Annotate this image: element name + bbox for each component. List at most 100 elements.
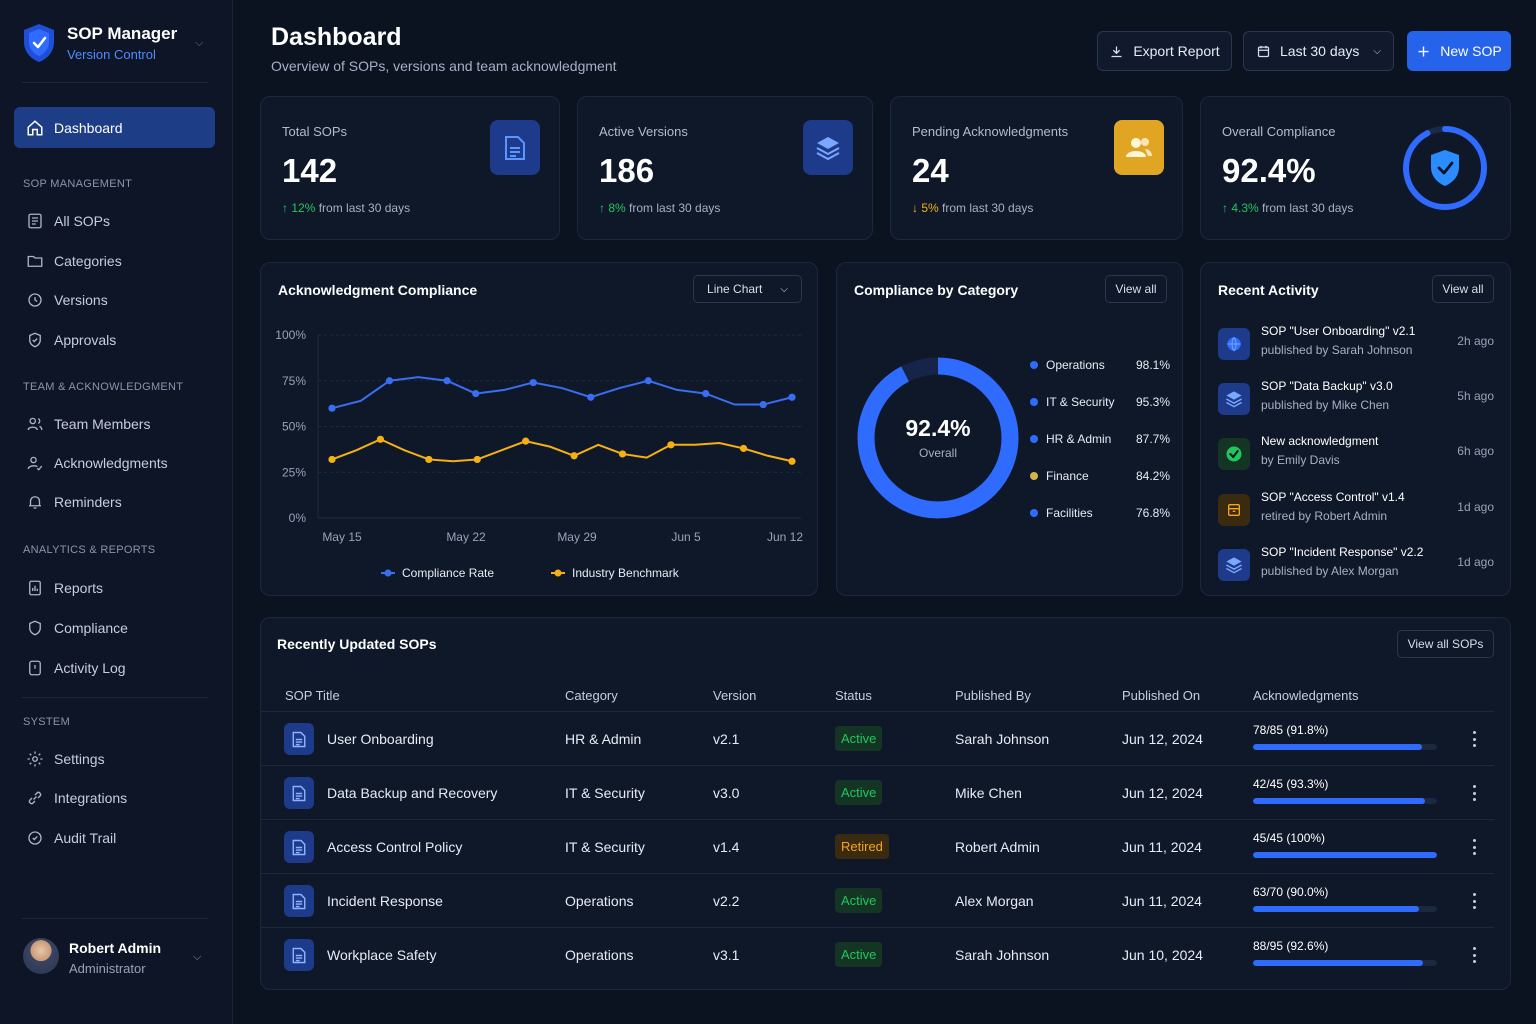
- data-point: [702, 389, 710, 398]
- chart-type-select[interactable]: Line Chart ⌵: [693, 275, 802, 303]
- category-view-all-button[interactable]: View all: [1105, 275, 1167, 303]
- panel-title: Acknowledgment Compliance: [278, 282, 478, 298]
- column-header[interactable]: Acknowledgments: [1253, 688, 1359, 703]
- sop-version: v1.4: [713, 839, 740, 855]
- nav-label: Approvals: [54, 331, 117, 348]
- column-header[interactable]: Category: [565, 688, 618, 703]
- more-options-icon[interactable]: [1466, 836, 1482, 858]
- activity-item[interactable]: SOP "Incident Response" v2.2 published b…: [1218, 545, 1494, 585]
- chevron-down-icon[interactable]: ⌵: [193, 951, 202, 963]
- panel-title: Recently Updated SOPs: [277, 636, 437, 652]
- more-options-icon[interactable]: [1466, 890, 1482, 912]
- export-label: Export Report: [1133, 43, 1220, 59]
- folder-icon: [27, 255, 43, 267]
- nav-categories[interactable]: Categories: [14, 240, 215, 281]
- more-options-icon[interactable]: [1466, 728, 1482, 750]
- nav-label: Settings: [54, 750, 105, 767]
- nav-compliance[interactable]: Compliance: [14, 607, 215, 648]
- nav-label: Team Members: [54, 415, 151, 432]
- nav-settings[interactable]: Settings: [14, 738, 215, 779]
- stat-card-overall-compliance: Overall Compliance 92.4% ↑ 4.3% from las…: [1200, 96, 1511, 240]
- activity-item[interactable]: SOP "Access Control" v1.4 retired by Rob…: [1218, 490, 1494, 530]
- donut-label: Overall: [918, 446, 957, 460]
- y-tick-label: 25%: [282, 465, 306, 479]
- document-icon: [490, 120, 540, 175]
- column-header[interactable]: Published On: [1122, 688, 1201, 703]
- nav-acknowledgments[interactable]: Acknowledgments: [14, 442, 215, 483]
- more-options-icon[interactable]: [1466, 944, 1482, 966]
- history-icon: [28, 292, 42, 307]
- nav-dashboard[interactable]: Dashboard: [14, 107, 215, 148]
- new-sop-button[interactable]: New SOP: [1407, 31, 1511, 71]
- nav-audit-trail[interactable]: Audit Trail: [14, 817, 215, 858]
- ack-text: 42/45 (93.3%): [1253, 777, 1329, 791]
- table-row[interactable]: Data Backup and Recovery IT & Security v3.…: [261, 765, 1494, 819]
- section-system: SYSTEM: [23, 716, 71, 728]
- sop-title[interactable]: Incident Response: [327, 893, 443, 909]
- column-header[interactable]: Status: [835, 688, 872, 703]
- ack-progress-bar: [1253, 852, 1437, 858]
- activity-item[interactable]: SOP "User Onboarding" v2.1 published by …: [1218, 324, 1494, 364]
- activity-item[interactable]: New acknowledgment by Emily Davis 6h ago: [1218, 434, 1494, 474]
- date-range-select[interactable]: Last 30 days ⌵: [1243, 31, 1394, 71]
- sop-title[interactable]: Data Backup and Recovery: [327, 785, 498, 801]
- stat-value: 92.4%: [1222, 152, 1316, 189]
- data-point: [328, 404, 336, 412]
- delta-value: 12%: [291, 201, 316, 215]
- sop-title[interactable]: User Onboarding: [327, 731, 434, 747]
- data-point: [644, 377, 652, 385]
- column-header[interactable]: SOP Title: [285, 688, 340, 703]
- activity-title: SOP "Access Control" v1.4: [1261, 490, 1405, 504]
- activity-time: 2h ago: [1457, 334, 1494, 348]
- table-row[interactable]: Workplace Safety Operations v3.1 Active Sara…: [261, 927, 1494, 981]
- download-icon: [1111, 46, 1122, 57]
- nav-label: Reminders: [54, 493, 122, 510]
- data-point: [667, 441, 675, 449]
- activity-time: 1d ago: [1457, 500, 1494, 514]
- category-row: HR & Admin 87.7%: [1030, 429, 1170, 449]
- nav-label: Activity Log: [54, 659, 126, 676]
- column-header[interactable]: Version: [713, 688, 757, 703]
- stat-delta: ↑ 8% from last 30 days: [599, 201, 720, 215]
- sop-category: IT & Security: [565, 839, 645, 855]
- legend-label: Compliance Rate: [402, 566, 494, 580]
- stat-label: Total SOPs: [282, 124, 348, 139]
- nav-activity-log[interactable]: Activity Log: [14, 647, 215, 688]
- series-line: [331, 376, 793, 410]
- nav-all-sops[interactable]: All SOPs: [14, 200, 215, 241]
- activity-item[interactable]: SOP "Data Backup" v3.0 published by Mike…: [1218, 379, 1494, 419]
- avatar[interactable]: [23, 938, 59, 974]
- series-line: [331, 438, 793, 463]
- legend-label: Industry Benchmark: [572, 566, 680, 580]
- table-row[interactable]: User Onboarding HR & Admin v2.1 Active Sarah…: [261, 711, 1494, 765]
- view-all-sops-button[interactable]: View all SOPs: [1397, 630, 1494, 658]
- sop-title[interactable]: Workplace Safety: [327, 947, 437, 963]
- legend-dot: [1030, 509, 1038, 517]
- published-by: Sarah Johnson: [955, 731, 1050, 747]
- link-icon: [28, 791, 42, 804]
- status-badge: Active: [835, 780, 883, 805]
- nav-reminders[interactable]: Reminders: [14, 481, 215, 522]
- nav-approvals[interactable]: Approvals: [14, 319, 215, 360]
- arrow-up-icon: ↑: [599, 201, 605, 215]
- column-header[interactable]: Published By: [955, 688, 1031, 703]
- sop-title[interactable]: Access Control Policy: [327, 839, 463, 855]
- document-icon: [284, 831, 314, 863]
- chevron-down-icon[interactable]: ⌵: [195, 37, 204, 49]
- status-badge: Active: [835, 942, 883, 967]
- nav-label: Integrations: [54, 789, 128, 806]
- activity-time: 6h ago: [1457, 444, 1494, 458]
- table-row[interactable]: Access Control Policy IT & Security v1.4 Re…: [261, 819, 1494, 873]
- data-point: [385, 377, 394, 385]
- document-icon: [284, 723, 314, 755]
- donut-value: 92.4%: [905, 415, 971, 441]
- nav-versions[interactable]: Versions: [14, 279, 215, 320]
- export-report-button[interactable]: Export Report: [1097, 31, 1232, 71]
- shield-icon: [29, 620, 41, 635]
- table-row[interactable]: Incident Response Operations v2.2 Active Ale…: [261, 873, 1494, 927]
- nav-team-members[interactable]: Team Members: [14, 403, 215, 444]
- activity-view-all-button[interactable]: View all: [1432, 275, 1494, 303]
- more-options-icon[interactable]: [1466, 782, 1482, 804]
- nav-reports[interactable]: Reports: [14, 567, 215, 608]
- nav-integrations[interactable]: Integrations: [14, 777, 215, 818]
